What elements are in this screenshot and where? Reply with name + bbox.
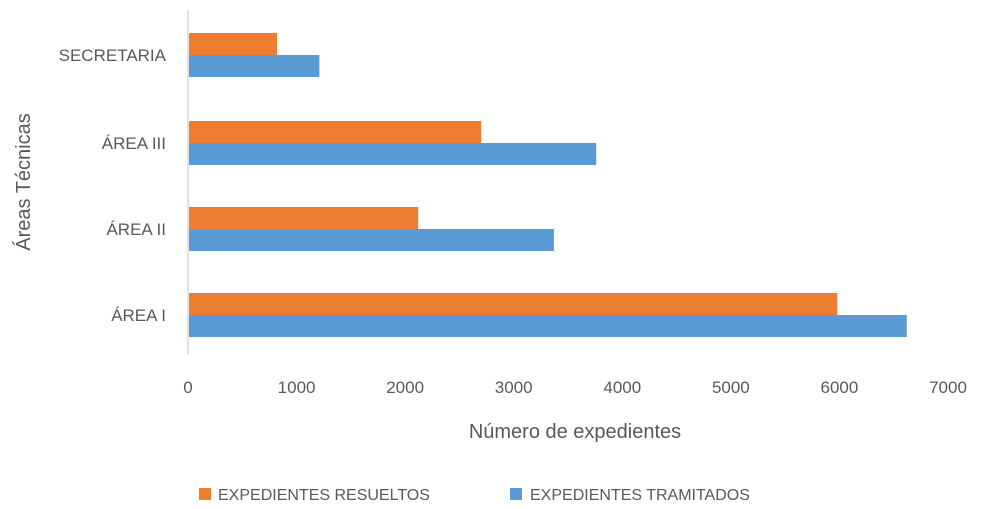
legend-swatch-0	[199, 488, 211, 500]
bar-tramitados-3	[189, 55, 320, 77]
legend: EXPEDIENTES RESUELTOS EXPEDIENTES TRAMITA…	[199, 487, 750, 504]
bar-tramitados-0	[189, 315, 907, 337]
category-label: ÁREA III	[102, 134, 166, 153]
bar-resueltos-1	[189, 207, 419, 229]
x-tick-label: 0	[183, 378, 192, 397]
category-label: ÁREA I	[111, 306, 166, 325]
category-label: ÁREA II	[106, 220, 166, 239]
category-labels: ÁREA I ÁREA II ÁREA III SECRETARIA	[59, 46, 167, 325]
x-tick-labels: 0 1000 2000 3000 4000 5000 6000 7000	[183, 378, 967, 397]
category-label: SECRETARIA	[59, 46, 167, 65]
x-tick-label: 2000	[386, 378, 424, 397]
legend-label-1: EXPEDIENTES TRAMITADOS	[530, 487, 750, 504]
bar-resueltos-0	[189, 293, 838, 315]
x-tick-label: 1000	[278, 378, 316, 397]
bar-tramitados-1	[189, 229, 554, 251]
x-tick-label: 5000	[712, 378, 750, 397]
x-tick-label: 4000	[603, 378, 641, 397]
legend-label-0: EXPEDIENTES RESUELTOS	[218, 487, 430, 504]
y-axis-title: Áreas Técnicas	[12, 113, 35, 250]
bar-tramitados-2	[189, 143, 597, 165]
bars-group	[189, 33, 907, 337]
legend-swatch-1	[510, 488, 522, 500]
x-axis-title: Número de expedientes	[469, 421, 681, 443]
x-tick-label: 6000	[821, 378, 859, 397]
bar-resueltos-3	[189, 33, 278, 55]
x-tick-label: 3000	[495, 378, 533, 397]
bar-resueltos-2	[189, 121, 482, 143]
x-tick-label: 7000	[929, 378, 967, 397]
